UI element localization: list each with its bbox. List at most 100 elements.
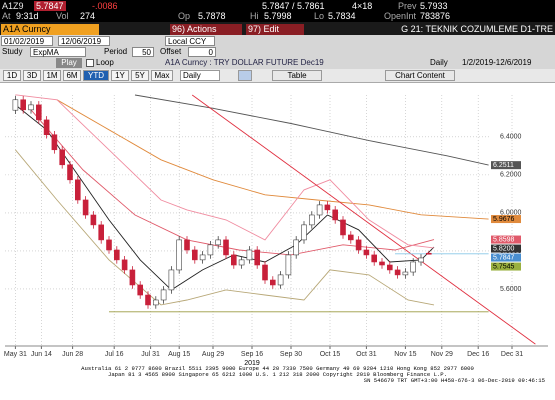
candle-body (82, 199, 89, 216)
range-tab[interactable]: YTD (83, 70, 109, 81)
candle-body (418, 257, 424, 263)
candle-body (293, 239, 300, 256)
price-tag-label: 5.8200 (493, 245, 515, 252)
y-tick-label: 6.4000 (500, 134, 522, 141)
range-tab[interactable]: 5Y (131, 70, 149, 81)
x-tick-label: Nov 15 (394, 351, 416, 358)
indicator-line (30, 109, 435, 256)
x-tick-label: Sep 16 (241, 351, 263, 358)
candle-body (215, 239, 221, 246)
price-tag (491, 161, 521, 170)
y-tick-label: 6.0000 (500, 210, 522, 217)
prev-label: Prev (398, 1, 417, 11)
size: 4×18 (352, 1, 373, 11)
frequency: Daily (430, 58, 448, 67)
candle-body (402, 271, 409, 276)
period-select[interactable]: Daily (180, 70, 220, 81)
candle-body (199, 254, 206, 261)
period-label: Period (104, 47, 128, 56)
currency-select[interactable]: Local CCY (165, 36, 215, 46)
candle-body (308, 214, 315, 226)
year-label: 2019 (244, 360, 260, 367)
candle-body (332, 209, 339, 221)
candle-body (316, 204, 323, 216)
candle-body (277, 274, 284, 286)
range-tab[interactable]: 1M (43, 70, 61, 81)
op-label: Op (178, 11, 191, 21)
op: 5.7878 (198, 11, 226, 21)
at-label: At (2, 11, 11, 21)
tool-icon[interactable] (238, 70, 252, 81)
candle-body (301, 224, 307, 241)
study-select[interactable]: ExpMA (30, 47, 86, 57)
candle-body (371, 254, 378, 263)
quote-bar (0, 0, 555, 22)
price-tag-label: 6.2511 (493, 162, 514, 169)
candle-body (90, 214, 97, 226)
table-button[interactable]: Table (272, 70, 322, 81)
candle-body (121, 259, 128, 271)
start-date[interactable]: 01/02/2019 (1, 36, 53, 46)
candle-body (176, 239, 182, 271)
x-tick-label: Jun 28 (62, 351, 83, 358)
range-tab[interactable]: 1Y (111, 70, 129, 81)
end-date[interactable]: 12/06/2019 (58, 36, 110, 46)
bid-ask: 5.7847 / 5.7861 (262, 1, 325, 11)
x-tick-label: Aug 15 (168, 351, 190, 358)
footer-line: Australia 61 2 9777 8600 Brazil 5511 239… (81, 365, 474, 372)
range-tab[interactable]: 3D (23, 70, 41, 81)
candle-body (184, 239, 190, 251)
y-tick-label: 5.6000 (500, 286, 522, 293)
chart-content-button[interactable]: Chart Content (385, 70, 455, 81)
candle-body (285, 254, 292, 276)
range-tab[interactable]: Max (151, 70, 173, 81)
candle-body (262, 264, 268, 281)
play-button[interactable]: Play (56, 58, 82, 68)
x-tick-label: Oct 15 (320, 351, 341, 358)
range-tab[interactable]: 1D (3, 70, 21, 81)
price-tag-label: 5.7545 (493, 263, 515, 270)
lo-label: Lo (314, 11, 325, 21)
x-tick-label: Jul 31 (141, 351, 160, 358)
x-tick-label: Jun 14 (31, 351, 52, 358)
candle-body (168, 269, 175, 291)
footer-line: Japan 81 3 4565 8900 Singapore 65 6212 1… (107, 371, 448, 378)
price-tag (491, 215, 521, 224)
study-label: Study (2, 47, 23, 56)
candle-body (114, 249, 120, 261)
indicator-line (56, 99, 489, 220)
indicator-line (191, 94, 536, 345)
last-price: 5.7847 (34, 1, 66, 11)
candle-body (12, 99, 19, 111)
candle-body (20, 99, 27, 111)
security-input[interactable]: A1A Curncy (1, 24, 99, 35)
candle-body (129, 269, 136, 286)
prev: 5.7933 (420, 1, 448, 11)
candle-body (160, 289, 167, 301)
edit-button[interactable]: 97) Edit (246, 24, 304, 35)
candle-body (246, 249, 253, 261)
candle-body (207, 244, 214, 256)
candle-body (98, 224, 104, 241)
date-range: 1/2/2019-12/6/2019 (462, 58, 532, 67)
loop-checkbox[interactable] (86, 59, 94, 67)
candle-body (410, 261, 417, 273)
price-tag-label: 5.9676 (493, 216, 515, 223)
open-interest: 783876 (420, 11, 451, 21)
x-tick-label: Dec 31 (501, 351, 523, 358)
hi: 5.7998 (264, 11, 292, 21)
candle-body (223, 239, 229, 256)
period-input[interactable]: 50 (132, 47, 154, 57)
range-tab[interactable]: 6M (63, 70, 81, 81)
plot-area (0, 83, 555, 350)
price-tag (491, 253, 521, 262)
candle-body (75, 179, 81, 201)
candle-body (67, 164, 73, 181)
indicator-line (15, 94, 435, 249)
candle-body (59, 149, 66, 166)
hi-label: Hi (250, 11, 259, 21)
offset-input[interactable]: 0 (188, 47, 216, 57)
price-tag-label: 5.7847 (493, 254, 515, 261)
actions-button[interactable]: 96) Actions (170, 24, 242, 35)
